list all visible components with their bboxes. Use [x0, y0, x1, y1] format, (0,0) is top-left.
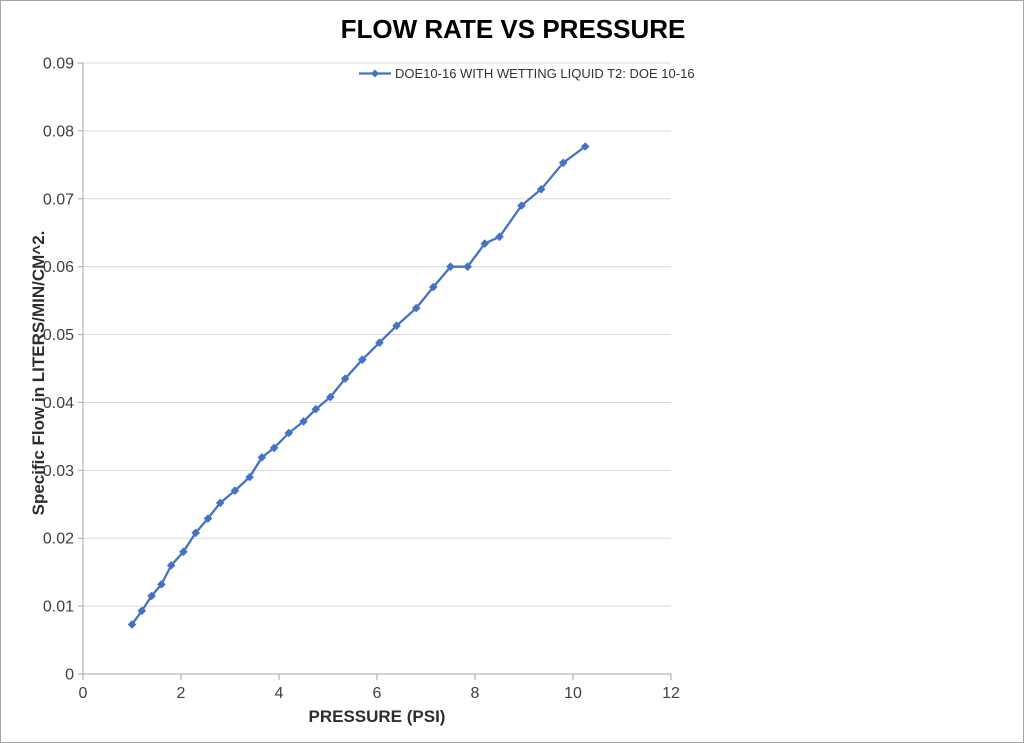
diamond-marker: [495, 232, 504, 242]
x-tick-label: 10: [564, 685, 582, 702]
diamond-marker: [137, 606, 147, 616]
diamond-marker: [257, 453, 267, 462]
y-tick-label: 0.09: [43, 56, 74, 73]
plot-area: 0 0.01 0.02 0.03 0.04 0.05 0.06 0.07 0.08 0.09 0 2 4…: [43, 56, 680, 703]
diamond-marker: [480, 239, 490, 248]
diamond-marker: [179, 547, 188, 557]
diamond-marker: [203, 514, 213, 523]
y-tick-label: 0.04: [43, 395, 74, 412]
legend-label: DOE10-16 WITH WETTING LIQUID T2: DOE 10-…: [395, 66, 695, 81]
y-tick-label: 0.03: [43, 463, 74, 480]
diamond-marker: [147, 591, 156, 601]
diamond-marker: [429, 282, 438, 292]
diamond-marker: [536, 184, 546, 194]
diamond-marker: [411, 303, 421, 313]
series-line: [131, 145, 586, 626]
diamond-marker: [392, 321, 401, 331]
x-axis-title: PRESSURE (PSI): [309, 707, 446, 726]
x-tick-label: 8: [471, 685, 480, 702]
diamond-marker: [127, 620, 137, 629]
x-tick-label: 6: [373, 685, 382, 702]
diamond-marker: [358, 355, 367, 364]
diamond-marker: [340, 374, 350, 383]
diamond-marker: [215, 498, 225, 508]
diamond-marker: [311, 404, 321, 414]
legend-marker-icon: [371, 69, 379, 78]
diamond-marker: [166, 561, 176, 570]
x-tick-label: 2: [177, 685, 186, 702]
diamond-marker: [375, 338, 384, 348]
y-tick-label: 0.05: [43, 327, 74, 344]
diamond-marker: [191, 528, 200, 538]
y-tick-label: 0.07: [43, 191, 74, 208]
y-tick-label: 0.02: [43, 531, 74, 548]
diamond-marker: [517, 201, 526, 210]
diamond-marker: [580, 142, 590, 151]
chart-title: FLOW RATE VS PRESSURE: [341, 14, 686, 44]
y-tick-label: 0.06: [43, 259, 74, 276]
y-tick-label: 0.01: [43, 599, 74, 616]
diamond-marker: [326, 392, 335, 402]
diamond-marker: [245, 472, 254, 482]
x-tick-label: 0: [79, 685, 88, 702]
diamond-marker: [230, 486, 240, 495]
diamond-marker: [299, 417, 308, 426]
diamond-marker: [558, 158, 568, 168]
x-tick-label: 4: [275, 685, 284, 702]
y-axis-title: Specific Flow in LITERS/MIN/CM^2.: [29, 231, 48, 516]
y-tick-label: 0.08: [43, 123, 74, 140]
y-tick-label: 0: [65, 667, 74, 684]
diamond-marker: [284, 428, 294, 438]
diamond-marker: [446, 262, 455, 271]
diamond-marker: [157, 580, 166, 589]
x-tick-label: 12: [662, 685, 680, 702]
diamond-marker: [269, 443, 279, 453]
diamond-marker: [463, 262, 472, 271]
